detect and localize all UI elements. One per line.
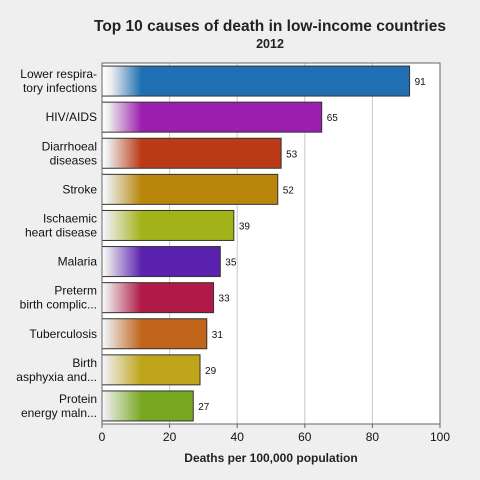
bar: [101, 209, 235, 241]
bar: [101, 246, 221, 278]
plot-frame: [101, 62, 441, 425]
x-tick-label: 40: [231, 430, 245, 444]
data-label: 33: [219, 294, 231, 305]
x-tick-label: 20: [163, 430, 177, 444]
bar: [101, 318, 208, 350]
category-label: Protein: [59, 392, 97, 406]
bar: [101, 282, 215, 314]
value-labels: 91 65 53 52 39 35 33 31 29 27: [198, 77, 426, 413]
data-label: 31: [212, 330, 224, 341]
category-label: heart disease: [25, 225, 97, 239]
bar: [101, 173, 279, 205]
data-label: 39: [239, 221, 251, 232]
category-label: birth complic...: [20, 298, 97, 312]
category-label: Tuberculosis: [29, 327, 97, 341]
x-axis-label: Deaths per 100,000 population: [184, 451, 357, 465]
category-labels: Lower respira-tory infections HIV/AIDS Dia…: [16, 67, 97, 420]
category-label: Lower respira-: [20, 67, 97, 81]
category-label: HIV/AIDS: [46, 110, 97, 124]
category-label: energy maln...: [21, 406, 97, 420]
x-tick-label: 100: [430, 430, 450, 444]
bar: [101, 101, 323, 133]
data-label: 91: [415, 77, 427, 88]
category-label: Birth: [72, 356, 97, 370]
category-label: asphyxia and...: [16, 370, 97, 384]
category-label: Stroke: [62, 182, 97, 196]
data-label: 35: [225, 258, 237, 269]
bar: [101, 65, 411, 97]
x-tick-label: 80: [366, 430, 380, 444]
data-label: 27: [198, 402, 210, 413]
chart-subtitle: 2012: [256, 37, 284, 51]
category-label: diseases: [50, 153, 97, 167]
data-label: 29: [205, 366, 217, 377]
data-label: 52: [283, 185, 295, 196]
bar: [101, 390, 194, 422]
data-label: 65: [327, 113, 339, 124]
x-tick-label: 0: [99, 430, 106, 444]
category-label: tory infections: [23, 81, 97, 95]
category-label: Preterm: [54, 284, 97, 298]
chart-title: Top 10 causes of death in low-income cou…: [94, 18, 446, 35]
bars: [101, 65, 411, 422]
category-label: Ischaemic: [43, 211, 97, 225]
x-axis-ticks: 0 20 40 60 80 100: [99, 424, 450, 444]
category-label: Malaria: [58, 255, 98, 269]
data-label: 53: [286, 149, 298, 160]
bar: [101, 354, 201, 386]
bar: [101, 137, 282, 169]
category-label: Diarrhoeal: [42, 139, 97, 153]
x-tick-label: 60: [298, 430, 312, 444]
